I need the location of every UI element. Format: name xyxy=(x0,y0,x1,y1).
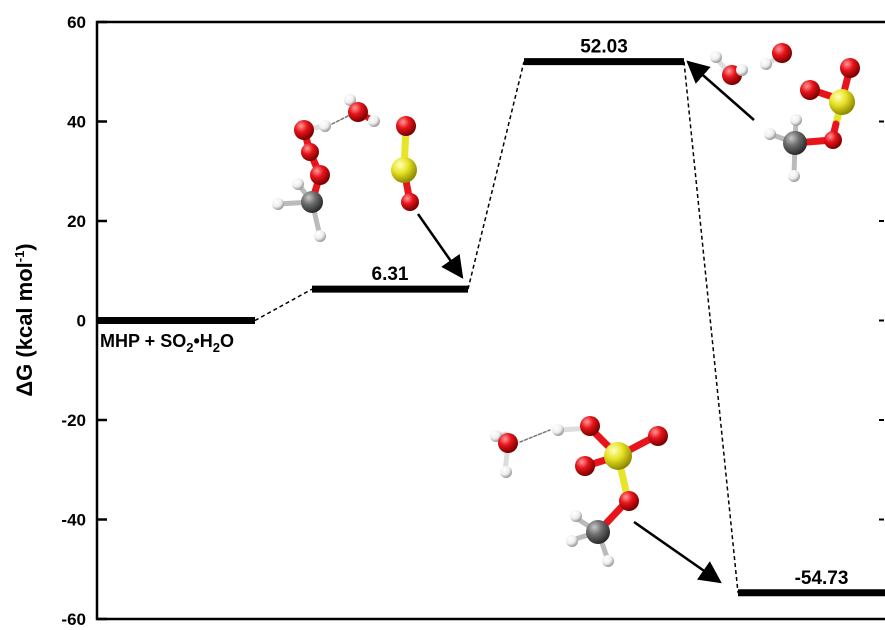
y-tick-label: -60 xyxy=(61,610,86,629)
value-label-product: -54.73 xyxy=(795,568,849,589)
y-tick-label: 40 xyxy=(67,113,86,132)
y-tick-label: 60 xyxy=(67,13,86,32)
molecule-intermediate-icon xyxy=(272,94,419,242)
level-value-labels: 6.31 52.03 -54.73 xyxy=(372,37,849,589)
connector-reactant-intermediate xyxy=(254,288,313,322)
reactant-label: MHP + SO2•H2O xyxy=(100,331,234,355)
arrow-ts xyxy=(686,60,755,121)
molecule-ts-icon xyxy=(710,43,860,182)
value-label-transition-state: 52.03 xyxy=(580,37,628,58)
arrow-product xyxy=(633,520,722,584)
y-tick-label: -20 xyxy=(61,411,86,430)
energy-levels xyxy=(97,58,885,597)
y-tick-label: 0 xyxy=(77,312,86,331)
y-tick-label: -40 xyxy=(61,511,86,530)
y-axis-title: ΔG (kcal mol-1) xyxy=(12,243,37,396)
molecule-product-icon xyxy=(490,416,668,567)
connector-intermediate-transition-state xyxy=(467,61,525,290)
value-label-intermediate: 6.31 xyxy=(372,264,409,285)
arrow-intermediate xyxy=(416,213,464,279)
y-tick-label: 20 xyxy=(67,212,86,231)
level-connectors xyxy=(254,61,739,593)
connector-transition-state-product xyxy=(683,61,739,593)
